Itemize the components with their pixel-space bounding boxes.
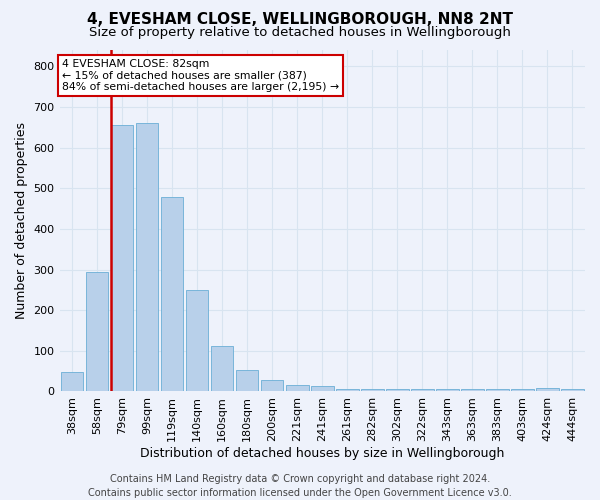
Text: 4 EVESHAM CLOSE: 82sqm
← 15% of detached houses are smaller (387)
84% of semi-de: 4 EVESHAM CLOSE: 82sqm ← 15% of detached… <box>62 58 339 92</box>
Bar <box>211 346 233 392</box>
Text: Contains HM Land Registry data © Crown copyright and database right 2024.
Contai: Contains HM Land Registry data © Crown c… <box>88 474 512 498</box>
Bar <box>461 390 484 392</box>
Bar <box>436 390 458 392</box>
Bar <box>311 386 334 392</box>
Bar <box>236 370 259 392</box>
Bar <box>261 380 283 392</box>
Bar <box>486 390 509 392</box>
Bar <box>336 390 359 392</box>
Bar <box>161 197 184 392</box>
Bar <box>361 390 383 392</box>
Bar <box>86 272 109 392</box>
Bar <box>111 125 133 392</box>
Bar <box>286 386 308 392</box>
Y-axis label: Number of detached properties: Number of detached properties <box>15 122 28 319</box>
Bar <box>561 390 584 392</box>
Bar <box>536 388 559 392</box>
Bar <box>411 390 434 392</box>
Text: Size of property relative to detached houses in Wellingborough: Size of property relative to detached ho… <box>89 26 511 39</box>
Text: 4, EVESHAM CLOSE, WELLINGBOROUGH, NN8 2NT: 4, EVESHAM CLOSE, WELLINGBOROUGH, NN8 2N… <box>87 12 513 28</box>
Bar <box>386 390 409 392</box>
Bar <box>511 390 534 392</box>
X-axis label: Distribution of detached houses by size in Wellingborough: Distribution of detached houses by size … <box>140 447 505 460</box>
Bar <box>136 123 158 392</box>
Bar <box>186 290 208 392</box>
Bar <box>61 372 83 392</box>
